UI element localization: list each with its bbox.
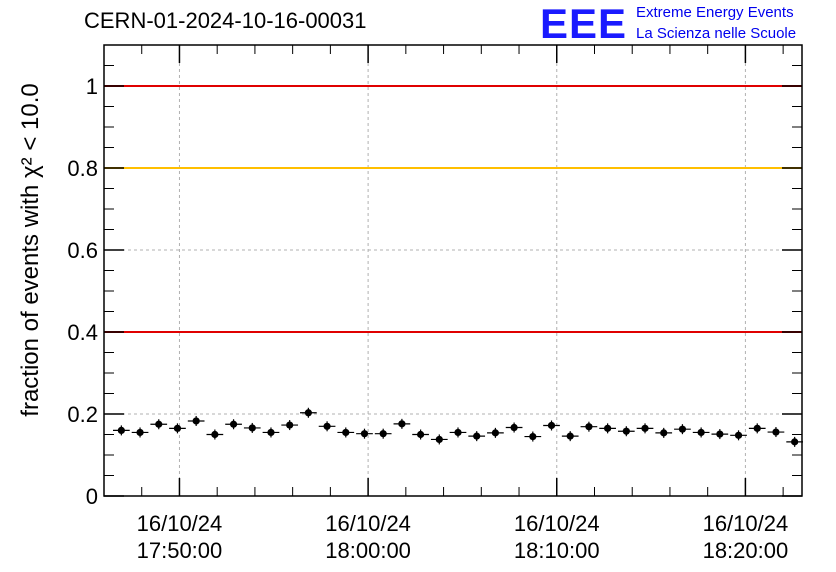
data-point [192, 417, 200, 425]
data-point [491, 429, 500, 437]
data-point [510, 423, 518, 432]
y-tick-label: 0.4 [67, 320, 98, 345]
data-point [117, 426, 125, 434]
data-point [678, 425, 687, 433]
data-point [435, 435, 443, 444]
logo-line-1: Extreme Energy Events [636, 4, 794, 21]
eee-logo-mark: EEE [540, 0, 628, 47]
x-tick-labels: 16/10/2417:50:0016/10/2418:00:0016/10/24… [137, 511, 789, 563]
data-point [529, 432, 537, 441]
data-point [304, 409, 312, 417]
data-point [604, 424, 612, 432]
data-point [248, 424, 256, 432]
y-tick-label: 0.8 [67, 156, 98, 181]
x-tick-time-label: 18:00:00 [325, 538, 411, 563]
data-point [323, 422, 331, 430]
data-point [753, 424, 761, 432]
y-tick-label: 0.2 [67, 402, 98, 427]
data-point [286, 421, 294, 429]
data-point [585, 423, 593, 431]
y-tick-label: 1 [86, 74, 98, 99]
y-tick-labels: 0 0.2 0.4 0.6 0.8 1 [67, 74, 98, 509]
grid-lines [104, 45, 802, 496]
eee-logo: EEE Extreme Energy Events La Scienza nel… [540, 0, 830, 47]
y-tick-label: 0 [86, 484, 98, 509]
data-point [622, 427, 630, 435]
data-point [566, 432, 574, 440]
data-point [734, 431, 743, 439]
data-point [716, 430, 724, 438]
logo-line-2: La Scienza nelle Scuole [636, 25, 797, 42]
x-tick-time-label: 18:10:00 [514, 538, 600, 563]
data-point [136, 428, 144, 437]
data-point [791, 438, 799, 446]
data-point [547, 421, 556, 430]
x-tick-time-label: 18:20:00 [703, 538, 789, 563]
x-tick-date-label: 16/10/24 [325, 511, 411, 536]
data-point [267, 428, 275, 437]
x-tick-date-label: 16/10/24 [514, 511, 600, 536]
data-point [342, 428, 350, 437]
data-point [772, 428, 780, 436]
data-point [416, 430, 425, 439]
data-point [229, 420, 238, 428]
y-tick-label: 0.6 [67, 238, 98, 263]
chart-title: CERN-01-2024-10-16-00031 [84, 8, 367, 33]
data-point [473, 432, 481, 440]
data-point [379, 430, 387, 438]
axis-ticks [103, 45, 802, 497]
x-tick-date-label: 16/10/24 [137, 511, 223, 536]
x-tick-date-label: 16/10/24 [703, 511, 789, 536]
data-point [211, 430, 219, 439]
x-tick-time-label: 17:50:00 [137, 538, 223, 563]
data-point [697, 428, 705, 437]
data-point [173, 424, 182, 432]
reference-lines [104, 85, 802, 333]
data-point [660, 429, 668, 437]
data-point [641, 424, 649, 432]
plot-frame [103, 44, 803, 497]
y-axis-label: fraction of events with χ² < 10.0 [17, 83, 44, 416]
data-point [155, 420, 163, 428]
data-point [398, 420, 406, 428]
data-point [360, 430, 369, 438]
data-point [454, 428, 462, 437]
data-series [113, 407, 803, 447]
